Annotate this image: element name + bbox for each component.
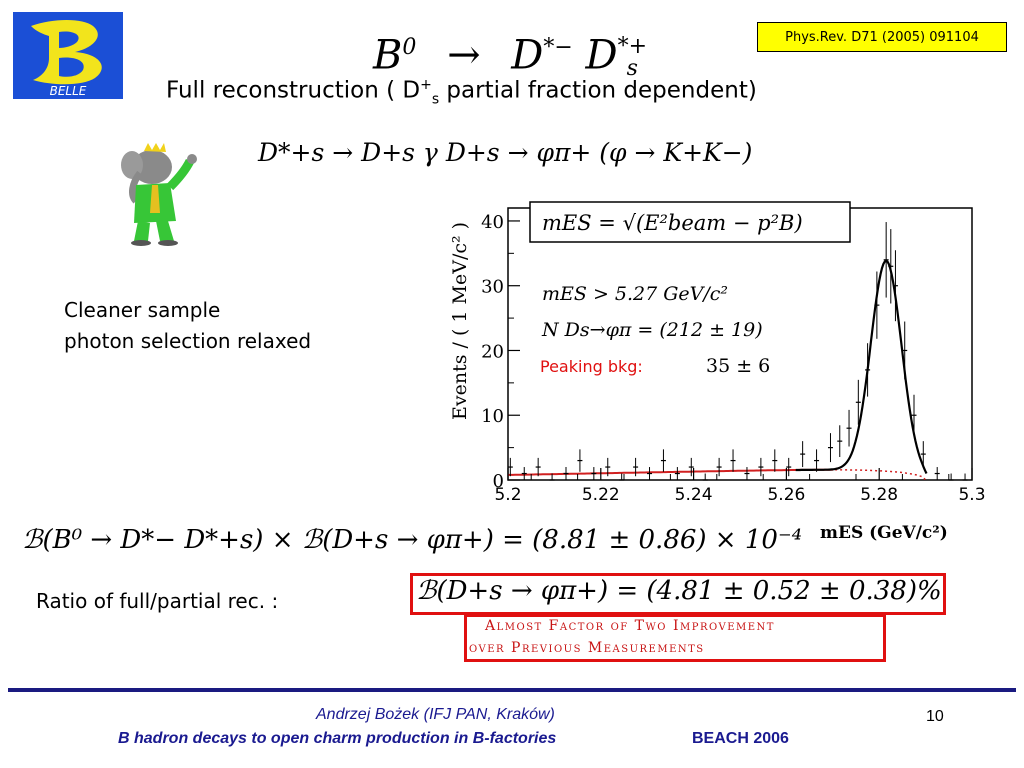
data-point — [934, 467, 940, 480]
decay-d2-sub: s — [626, 56, 638, 82]
slide-subtitle: Full reconstruction ( D+s partial fracti… — [166, 77, 757, 107]
signal-fit-curve — [795, 259, 928, 474]
br-result-box — [410, 573, 946, 615]
argus-background-curve — [508, 468, 833, 476]
data-point — [619, 473, 625, 481]
decay-d2-sup: *+ — [617, 34, 648, 60]
data-point — [521, 467, 527, 480]
data-point — [855, 379, 861, 425]
data-point — [563, 467, 569, 480]
footer-conference: BEACH 2006 — [692, 730, 789, 747]
y-axis-label: Events / ( 1 MeV/c² ) — [449, 222, 471, 420]
peaking-bkg-value: 35 ± 6 — [706, 355, 770, 377]
data-point — [591, 467, 597, 480]
data-point — [605, 457, 611, 477]
belle-logo-graphic: BELLE — [13, 12, 123, 99]
belle-logo: BELLE — [13, 12, 123, 99]
x-tick-label: 5.26 — [767, 485, 805, 505]
data-point — [716, 457, 722, 477]
selection-note: Cleaner sample photon selection relaxed — [64, 295, 311, 357]
y-tick-label: 0 — [493, 471, 504, 492]
mes-chart-svg: 0 10 20 30 40 5.2 5.22 5.24 5.26 5.28 5.3 mES = √(… — [449, 201, 986, 543]
decay-title: B0 → D*− D *+ s — [300, 26, 720, 80]
mes-distribution-chart: 0 10 20 30 40 5.2 5.22 5.24 5.26 5.28 5.3 mES = √(… — [432, 196, 1012, 546]
x-tick-label: 5.2 — [494, 485, 521, 505]
note-line-1: Cleaner sample — [64, 298, 221, 322]
data-point — [507, 457, 513, 477]
subtitle-text: Full reconstruction ( D — [166, 77, 421, 104]
ratio-label: Ratio of full/partial rec. : — [36, 589, 279, 613]
data-point — [758, 457, 764, 477]
data-point — [535, 457, 541, 477]
babar-mascot-image — [106, 143, 202, 247]
footer-author: Andrzej Bożek (IFJ PAN, Kraków) — [316, 706, 555, 723]
belle-logo-name: BELLE — [50, 84, 87, 98]
peaking-bkg-label: Peaking bkg: — [540, 357, 643, 376]
data-point — [633, 457, 639, 477]
y-tick-label: 40 — [481, 212, 504, 233]
y-tick-label: 10 — [481, 406, 504, 427]
x-axis-label: mES (GeV/c²) — [820, 523, 948, 543]
signal-yield-text: N Ds→φπ = (212 ± 19) — [541, 319, 763, 341]
data-point — [660, 449, 666, 472]
decay-arrow: → — [447, 32, 481, 79]
x-tick-label: 5.28 — [860, 485, 898, 505]
y-tick-label: 20 — [481, 341, 504, 362]
data-point — [814, 449, 820, 472]
data-point — [702, 473, 708, 481]
mes-formula: mES = √(E²beam − p²B) — [542, 211, 803, 235]
page-number: 10 — [926, 708, 944, 725]
x-tick-label: 5.24 — [675, 485, 713, 505]
data-point — [647, 467, 653, 480]
data-point — [948, 473, 954, 481]
data-point — [744, 467, 750, 480]
decay-d1-sup: *− — [543, 35, 573, 60]
channel-formula: D*+s → D+s γ D+s → φπ+ (φ → K+K−) — [258, 138, 753, 167]
y-tick-label: 30 — [481, 277, 504, 298]
x-tick-label: 5.3 — [958, 485, 985, 505]
data-point — [772, 449, 778, 472]
data-point — [688, 457, 694, 477]
decay-initial: B — [372, 32, 403, 79]
mes-cut-text: mES > 5.27 GeV/c² — [542, 283, 728, 305]
note-line-2: photon selection relaxed — [64, 329, 312, 353]
footer-divider — [8, 688, 1016, 692]
data-point — [920, 441, 926, 468]
improvement-line-1: Almost Factor of Two Improvement — [485, 618, 775, 634]
subtitle-sub: s — [431, 91, 440, 108]
subtitle-rest: partial fraction dependent) — [439, 77, 757, 104]
decay-d1: D — [511, 32, 544, 79]
data-point — [730, 449, 736, 472]
elephant-icon — [121, 143, 197, 246]
subtitle-sup: + — [420, 77, 432, 93]
footer-talk-title: B hadron decays to open charm production… — [118, 730, 557, 747]
data-point — [837, 425, 843, 458]
data-point — [800, 441, 806, 468]
improvement-box: Almost Factor of Two Improvement over Pr… — [464, 614, 886, 662]
improvement-line-2: over Previous Measurements — [469, 640, 705, 656]
x-tick-label: 5.22 — [582, 485, 620, 505]
data-point — [674, 467, 680, 480]
decay-d2: D — [585, 32, 618, 79]
branching-ratio-result: ℬ(D+s → φπ+) = (4.81 ± 0.52 ± 0.38)% — [416, 576, 942, 606]
decay-initial-sup: 0 — [402, 35, 417, 60]
argus-background-extrapolation — [835, 469, 928, 481]
data-point — [786, 457, 792, 477]
mes-formula-box — [529, 201, 851, 243]
branching-ratio-product: ℬ(B⁰ → D*− D*+s) × ℬ(D+s → φπ+) = (8.81 … — [22, 525, 803, 555]
data-point — [549, 473, 555, 481]
data-point — [846, 409, 852, 447]
reference-badge: Phys.Rev. D71 (2005) 091104 — [757, 22, 1007, 52]
data-point — [577, 449, 583, 472]
data-point — [827, 433, 833, 463]
data-point — [962, 473, 968, 481]
